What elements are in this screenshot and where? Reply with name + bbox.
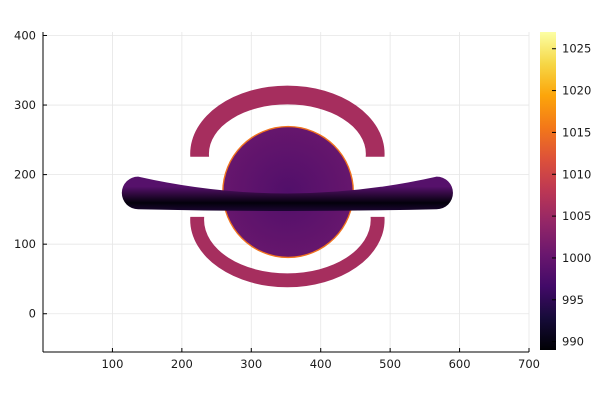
x-tick-label-300: 300: [240, 357, 262, 371]
y-tick-label-400: 400: [14, 28, 36, 42]
x-tick-label-700: 700: [518, 357, 540, 371]
x-ticks: 100 200 300 400 500 600 700: [101, 348, 540, 371]
y-tick-label-300: 300: [14, 98, 36, 112]
colorbar: 990 995 1000 1005 1010 1015 1020 1025: [540, 32, 591, 350]
axes: [42, 32, 529, 353]
colorbar-tick-label-995: 995: [562, 293, 584, 307]
y-tick-label-200: 200: [14, 168, 36, 182]
disk: [223, 127, 353, 257]
colorbar-tick-label-1005: 1005: [562, 209, 591, 223]
y-ticks: 0 100 200 300 400: [14, 28, 47, 321]
y-tick-label-0: 0: [29, 307, 36, 321]
colorbar-tick-label-1000: 1000: [562, 251, 591, 265]
x-tick-label-100: 100: [101, 357, 123, 371]
y-tick-label-100: 100: [14, 237, 36, 251]
x-tick-label-600: 600: [449, 357, 471, 371]
colorbar-tick-label-990: 990: [562, 335, 584, 349]
colorbar-tick-label-1010: 1010: [562, 167, 591, 181]
band: [121, 176, 453, 211]
plot-area: [121, 85, 453, 288]
lower-arc: [190, 216, 385, 288]
colorbar-tick-label-1020: 1020: [562, 84, 591, 98]
colorbar-tick-label-1025: 1025: [562, 42, 591, 56]
x-tick-label-400: 400: [310, 357, 332, 371]
x-tick-label-500: 500: [379, 357, 401, 371]
upper-arc: [190, 85, 385, 157]
colorbar-strip: [540, 32, 556, 350]
colorbar-tick-label-1015: 1015: [562, 125, 591, 139]
x-tick-label-200: 200: [171, 357, 193, 371]
